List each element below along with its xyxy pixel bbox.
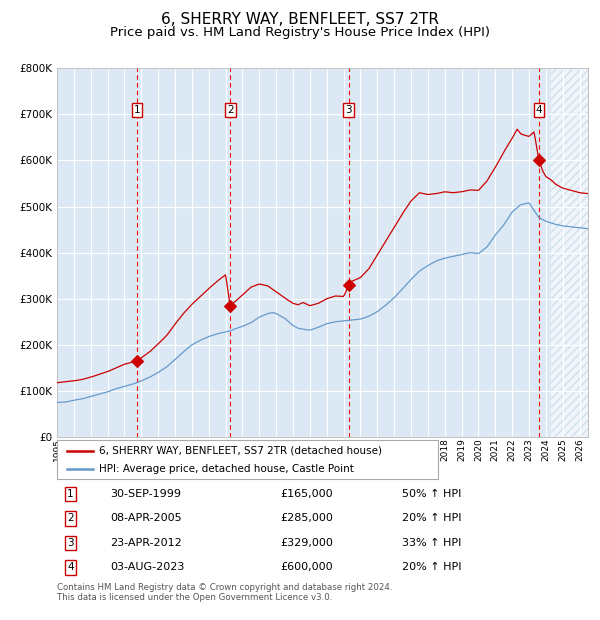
Text: 2: 2 [227,105,233,115]
Text: 03-AUG-2023: 03-AUG-2023 [110,562,184,572]
Text: 23-APR-2012: 23-APR-2012 [110,538,182,548]
Point [534,156,544,166]
Text: Contains HM Land Registry data © Crown copyright and database right 2024.: Contains HM Land Registry data © Crown c… [57,583,392,592]
Text: HPI: Average price, detached house, Castle Point: HPI: Average price, detached house, Cast… [99,464,354,474]
Text: 33% ↑ HPI: 33% ↑ HPI [402,538,461,548]
Text: 08-APR-2005: 08-APR-2005 [110,513,182,523]
Text: 1: 1 [67,489,74,499]
Bar [551,68,588,437]
Text: £165,000: £165,000 [280,489,332,499]
Text: 1: 1 [134,105,140,115]
Text: £600,000: £600,000 [280,562,332,572]
Text: 30-SEP-1999: 30-SEP-1999 [110,489,181,499]
Text: 3: 3 [346,105,352,115]
Text: £285,000: £285,000 [280,513,333,523]
Text: This data is licensed under the Open Government Licence v3.0.: This data is licensed under the Open Gov… [57,593,332,602]
Text: 4: 4 [67,562,74,572]
Text: 20% ↑ HPI: 20% ↑ HPI [402,562,461,572]
Point [226,301,235,311]
Text: 4: 4 [536,105,542,115]
Text: 6, SHERRY WAY, BENFLEET, SS7 2TR (detached house): 6, SHERRY WAY, BENFLEET, SS7 2TR (detach… [99,446,382,456]
Text: Price paid vs. HM Land Registry's House Price Index (HPI): Price paid vs. HM Land Registry's House … [110,26,490,39]
Text: £329,000: £329,000 [280,538,333,548]
Text: 6, SHERRY WAY, BENFLEET, SS7 2TR: 6, SHERRY WAY, BENFLEET, SS7 2TR [161,12,439,27]
Text: 20% ↑ HPI: 20% ↑ HPI [402,513,461,523]
Point [344,280,353,290]
Text: 50% ↑ HPI: 50% ↑ HPI [402,489,461,499]
Text: 2: 2 [67,513,74,523]
Point [132,356,142,366]
Text: 3: 3 [67,538,74,548]
